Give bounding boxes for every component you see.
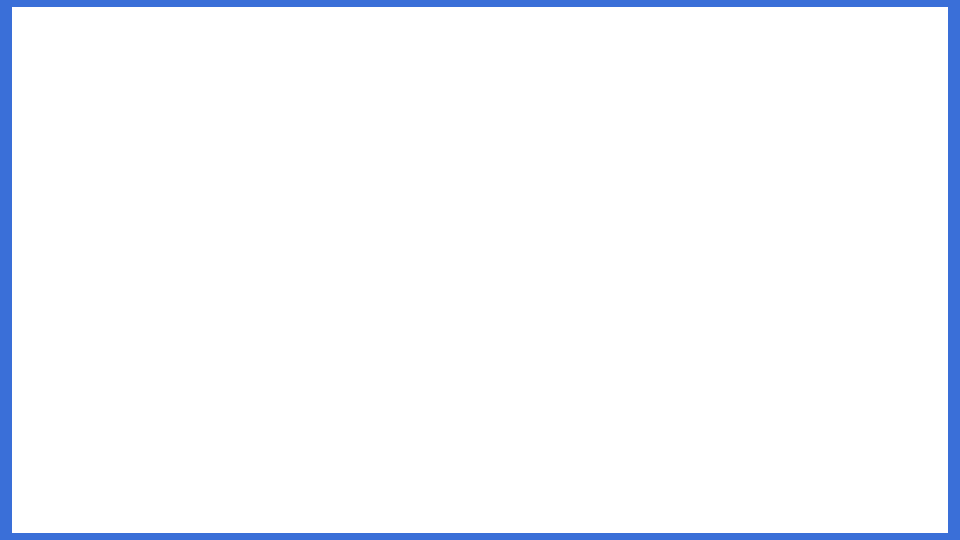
Text: elocity: elocity xyxy=(685,25,783,50)
Text: thoracic, or lumbosacral regions utilizing a lumbar: thoracic, or lumbosacral regions utilizi… xyxy=(38,172,643,195)
Text: Collaborative: Collaborative xyxy=(865,82,934,91)
Text: V: V xyxy=(658,14,708,75)
Text: interpretation.: interpretation. xyxy=(38,423,232,446)
FancyBboxPatch shape xyxy=(658,48,934,79)
Text: Nervous System Procedures: Nervous System Procedures xyxy=(38,43,656,81)
Text: HEALTHCARE: HEALTHCARE xyxy=(679,56,785,71)
Text: the region under investigation and includes the injection: the region under investigation and inclu… xyxy=(38,272,716,295)
Text: •  When myelography is performed on the cervical,: • When myelography is performed on the c… xyxy=(38,122,628,145)
Text: of contrast into the cervical, thoracic or lumbar region of: of contrast into the cervical, thoracic … xyxy=(38,322,718,346)
Text: V: V xyxy=(661,53,678,73)
Text: injection, codes 62302–62305 are reported based on: injection, codes 62302–62305 are reporte… xyxy=(38,222,673,245)
Text: the spine and the radiological supervision and: the spine and the radiological supervisi… xyxy=(38,373,597,396)
